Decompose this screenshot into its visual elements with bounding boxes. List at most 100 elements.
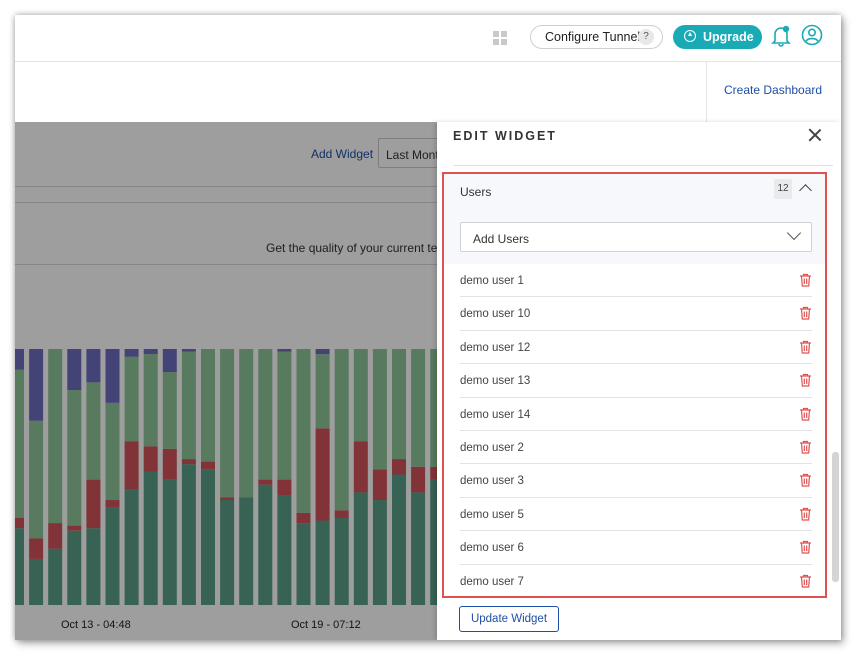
- add-users-dropdown[interactable]: Add Users: [460, 222, 812, 252]
- divider: [453, 165, 833, 166]
- bar-segment: [220, 500, 235, 605]
- bar-segment: [124, 489, 139, 605]
- user-list-item: demo user 1: [460, 264, 812, 298]
- bar-segment: [124, 441, 139, 490]
- bar-segment: [353, 492, 368, 605]
- user-account-icon[interactable]: [801, 24, 823, 46]
- modal-backdrop[interactable]: [15, 122, 437, 640]
- chevron-up-icon[interactable]: [799, 184, 812, 197]
- bar-segment: [239, 349, 254, 498]
- bar-segment: [67, 525, 82, 531]
- upgrade-button[interactable]: Upgrade: [673, 25, 762, 49]
- bar-segment: [315, 428, 330, 521]
- help-icon[interactable]: ?: [638, 29, 654, 45]
- bar-segment: [220, 497, 235, 501]
- trash-icon[interactable]: [799, 473, 812, 487]
- bar-segment: [29, 538, 44, 559]
- bar-segment: [181, 349, 196, 352]
- trash-icon[interactable]: [799, 340, 812, 354]
- bar-segment: [67, 390, 82, 526]
- bar-segment: [181, 459, 196, 465]
- user-name: demo user 3: [460, 475, 524, 488]
- edit-widget-panel: EDIT WIDGET Users 12 Add Users demo user…: [437, 122, 841, 640]
- user-list-item: demo user 14: [460, 398, 812, 431]
- bar-segment: [67, 530, 82, 605]
- chevron-down-icon: [786, 225, 802, 241]
- notification-bell-icon[interactable]: [771, 25, 791, 47]
- trash-icon[interactable]: [799, 540, 812, 554]
- bar-segment: [392, 459, 406, 475]
- bar-segment: [353, 349, 368, 442]
- x-tick-label: Oct 19 - 07:12: [291, 619, 361, 631]
- bar-segment: [201, 349, 215, 462]
- scrollbar[interactable]: [832, 452, 839, 582]
- bar-segment: [220, 349, 235, 498]
- configure-tunnel-button[interactable]: Configure Tunnel ?: [530, 25, 663, 49]
- dashboard-toolbar: Create Dashboard: [15, 62, 841, 123]
- bar-segment: [143, 349, 158, 355]
- bar-segment: [162, 448, 177, 480]
- add-users-placeholder: Add Users: [473, 232, 530, 246]
- user-name: demo user 2: [460, 441, 524, 454]
- user-name: demo user 14: [460, 408, 531, 421]
- user-list-item: demo user 6: [460, 531, 812, 565]
- user-count-badge: 12: [774, 179, 792, 199]
- trash-icon[interactable]: [799, 507, 812, 521]
- bar-segment: [201, 469, 215, 605]
- bar-segment: [334, 510, 349, 518]
- trash-icon[interactable]: [799, 273, 812, 287]
- app-window: Configure Tunnel ? Upgrade Create Dashbo…: [15, 15, 841, 640]
- bar-segment: [411, 466, 426, 493]
- bar-segment: [29, 558, 44, 605]
- bar-segment: [315, 520, 330, 605]
- user-list-item: demo user 3: [460, 464, 812, 498]
- bar-segment: [143, 354, 158, 447]
- bar-segment: [105, 500, 120, 508]
- bar-segment: [239, 497, 254, 605]
- user-name: demo user 6: [460, 542, 524, 555]
- bar-segment: [86, 349, 101, 383]
- create-dashboard-link[interactable]: Create Dashboard: [724, 83, 823, 97]
- bar-segment: [277, 349, 292, 352]
- user-list-item: demo user 10: [460, 297, 812, 331]
- user-list-item: demo user 12: [460, 331, 812, 365]
- bar-segment: [181, 351, 196, 460]
- bar-segment: [29, 420, 44, 539]
- panel-title: EDIT WIDGET: [453, 129, 557, 143]
- bar-segment: [181, 464, 196, 605]
- bar-segment: [15, 528, 24, 605]
- bar-segment: [392, 474, 406, 605]
- trash-icon[interactable]: [799, 407, 812, 421]
- bar-segment: [315, 354, 330, 429]
- bar-segment: [392, 349, 406, 460]
- bar-segment: [296, 523, 311, 605]
- bar-segment: [48, 548, 63, 605]
- configure-tunnel-label: Configure Tunnel: [545, 30, 641, 44]
- bar-segment: [315, 349, 330, 355]
- user-name: demo user 1: [460, 275, 524, 287]
- user-name: demo user 13: [460, 375, 531, 388]
- bar-segment: [162, 372, 177, 449]
- trash-icon[interactable]: [799, 574, 812, 588]
- trash-icon[interactable]: [799, 306, 812, 320]
- trash-icon[interactable]: [799, 440, 812, 454]
- update-widget-button[interactable]: Update Widget: [459, 606, 559, 632]
- bar-segment: [124, 356, 139, 442]
- user-list-item: demo user 2: [460, 431, 812, 465]
- bar-segment: [86, 479, 101, 529]
- divider: [15, 264, 445, 265]
- widget-description: Get the quality of your current test: [266, 241, 447, 255]
- bar-segment: [105, 402, 120, 501]
- bar-segment: [258, 479, 273, 485]
- bar-segment: [143, 446, 158, 472]
- bar-segment: [143, 471, 158, 605]
- bar-segment: [353, 441, 368, 493]
- add-widget-link[interactable]: Add Widget: [311, 147, 374, 161]
- bar-segment: [411, 492, 426, 605]
- bar-segment: [334, 518, 349, 605]
- trash-icon[interactable]: [799, 373, 812, 387]
- apps-grid-icon[interactable]: [493, 31, 507, 45]
- toolbar-divider: [706, 62, 707, 122]
- close-icon[interactable]: [808, 128, 822, 142]
- bar-segment: [162, 349, 177, 372]
